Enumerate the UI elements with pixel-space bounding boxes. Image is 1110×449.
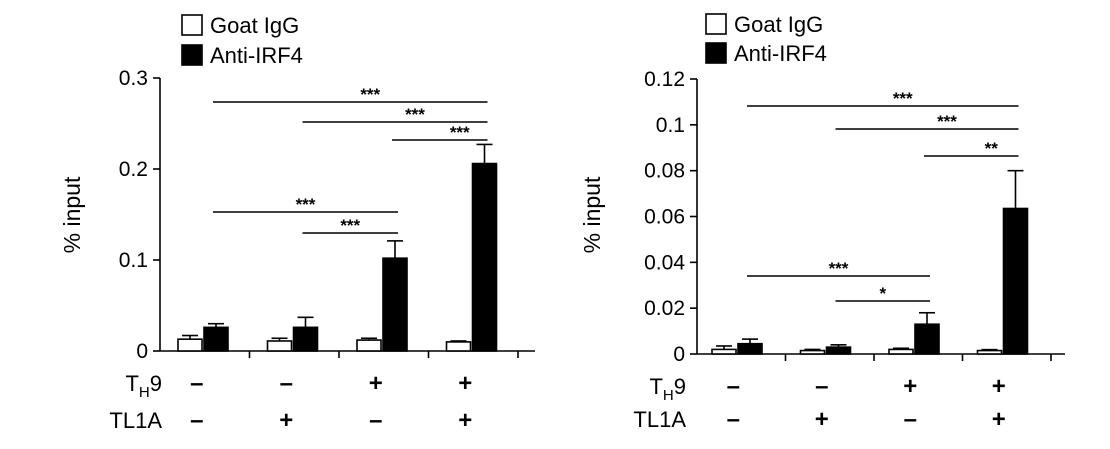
y-tick-label: 0.12 <box>644 68 685 91</box>
th9-label-main: T <box>649 374 662 399</box>
legend-swatch-anti-irf4 <box>705 42 727 64</box>
tl1a-sign: + <box>992 406 1006 433</box>
y-tick-label: 0.2 <box>119 158 148 181</box>
bar-anti-irf4 <box>203 326 229 352</box>
significance-label: *** <box>829 259 849 278</box>
significance-label: *** <box>450 123 470 142</box>
bar-goat-igg <box>356 339 382 352</box>
y-axis-label: % input <box>59 176 85 253</box>
tl1a-sign: – <box>727 406 740 433</box>
tl1a-sign: + <box>815 406 829 433</box>
tl1a-sign: + <box>458 407 472 434</box>
bar-goat-igg <box>266 340 293 352</box>
significance-label: *** <box>340 216 360 235</box>
th9-sign: + <box>458 370 472 397</box>
y-tick-label: 0.04 <box>644 251 685 274</box>
th9-sign: + <box>992 373 1006 400</box>
legend-label-anti-irf4: Anti-IRF4 <box>210 43 303 68</box>
th9-sign: – <box>190 370 203 397</box>
bar-anti-irf4 <box>825 346 852 355</box>
legend-swatch-goat-igg <box>705 13 727 35</box>
bar-goat-igg <box>711 348 737 355</box>
tl1a-sign: + <box>279 407 293 434</box>
bar-goat-igg <box>976 349 1003 355</box>
th9-label-main: T <box>125 371 138 396</box>
y-tick-label: 0.02 <box>644 297 685 320</box>
bar-anti-irf4 <box>737 342 763 355</box>
bar-anti-irf4 <box>914 323 940 355</box>
chart-2: 0 0.02 0.04 0.06 0.08 0.1 0.12 % input Goat IgG A… <box>579 12 1065 433</box>
chart-1: 0 0.1 0.2 0.3 % input Goat IgG Anti-IRF4 *** ***… <box>59 13 535 434</box>
legend-label-goat-igg: Goat IgG <box>734 12 823 37</box>
bar-anti-irf4 <box>382 257 408 352</box>
bar-anti-irf4 <box>292 326 319 352</box>
bar-goat-igg <box>177 338 203 352</box>
th9-label-end: 9 <box>150 371 162 396</box>
y-tick-label: 0 <box>673 343 685 366</box>
bar-goat-igg <box>888 348 914 355</box>
legend-label-goat-igg: Goat IgG <box>210 13 299 38</box>
tl1a-sign: – <box>369 407 382 434</box>
th9-label: TH9 <box>125 371 162 401</box>
bar-anti-irf4 <box>1002 207 1029 355</box>
tl1a-sign: – <box>904 406 917 433</box>
th9-sign: – <box>727 373 740 400</box>
significance-label: * <box>879 284 886 303</box>
th9-sign: – <box>815 373 828 400</box>
th9-label-sub: H <box>663 387 674 404</box>
legend-swatch-goat-igg <box>181 14 203 36</box>
tl1a-label: TL1A <box>109 408 162 433</box>
y-axis-label: % input <box>579 176 605 253</box>
legend-label-anti-irf4: Anti-IRF4 <box>734 41 827 66</box>
bar-anti-irf4 <box>471 162 498 352</box>
tl1a-sign: – <box>190 407 203 434</box>
legend-swatch-anti-irf4 <box>181 44 203 66</box>
tl1a-label: TL1A <box>633 407 686 432</box>
th9-label: TH9 <box>649 374 686 404</box>
significance-label: *** <box>296 195 316 214</box>
th9-sign: + <box>903 373 917 400</box>
th9-sign: – <box>280 370 293 397</box>
y-tick-label: 0.1 <box>119 249 148 272</box>
significance-label: *** <box>937 112 957 131</box>
y-tick-label: 0 <box>136 340 148 363</box>
bar-goat-igg <box>799 349 826 355</box>
y-tick-label: 0.08 <box>644 160 685 183</box>
significance-label: *** <box>893 89 913 108</box>
y-tick-label: 0.06 <box>644 206 685 229</box>
y-tick-label: 0.1 <box>656 114 685 137</box>
th9-label-sub: H <box>139 384 150 401</box>
th9-label-end: 9 <box>674 374 686 399</box>
th9-sign: + <box>369 370 383 397</box>
significance-label: *** <box>405 105 425 124</box>
significance-label: *** <box>360 85 380 104</box>
y-tick-label: 0.3 <box>119 67 148 90</box>
significance-label: ** <box>985 139 999 158</box>
bar-goat-igg <box>445 341 472 352</box>
